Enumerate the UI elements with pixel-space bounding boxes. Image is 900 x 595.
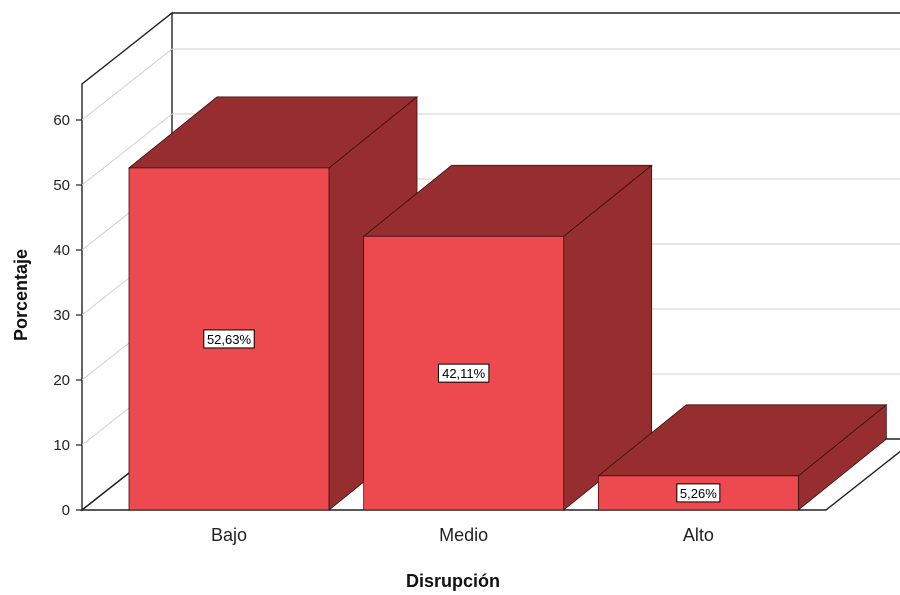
data-label-box	[437, 363, 490, 383]
y-tick-label: 0	[62, 502, 70, 519]
bar-medio	[362, 164, 653, 511]
y-tick-label: 60	[53, 112, 70, 129]
data-label-box	[203, 329, 255, 349]
data-label-medio: 42,11%	[437, 363, 490, 383]
data-label-bajo: 52,63%	[203, 329, 255, 349]
y-axis-title: Porcentaje	[11, 249, 31, 341]
y-tick-label: 10	[53, 437, 70, 454]
bar-alto	[597, 403, 888, 511]
x-category-label: Bajo	[211, 525, 247, 545]
data-label-box	[676, 483, 721, 503]
gridline-side	[81, 48, 173, 121]
x-axis-categories: Bajo Medio Alto	[211, 525, 714, 545]
x-axis-title: Disrupción	[406, 571, 500, 591]
data-label-alto: 5,26%	[676, 483, 721, 503]
data-label-text: 5,26%	[680, 486, 717, 501]
y-tick-label: 50	[53, 177, 70, 194]
data-labels: 52,63% 42,11% 5,26%	[203, 329, 721, 503]
y-tick-label: 30	[53, 307, 70, 324]
y-tick-label: 40	[53, 242, 70, 259]
y-axis-ticks: 0 10 20 30 40 50 60	[53, 112, 82, 519]
data-label-text: 42,11%	[442, 366, 486, 381]
data-label-text: 52,63%	[207, 332, 252, 347]
gridline-side	[81, 113, 173, 186]
y-tick-label: 20	[53, 372, 70, 389]
x-category-label: Medio	[439, 525, 488, 545]
x-category-label: Alto	[683, 525, 714, 545]
bars	[127, 96, 888, 511]
